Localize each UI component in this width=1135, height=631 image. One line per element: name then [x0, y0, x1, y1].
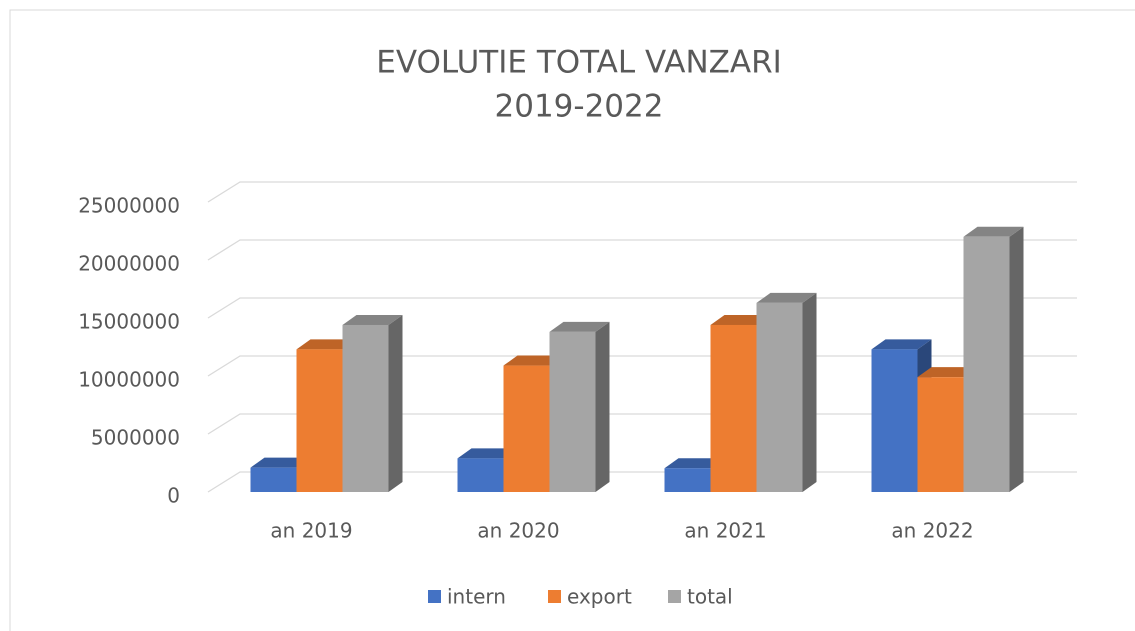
bar-top — [342, 314, 403, 325]
bar — [963, 236, 1010, 492]
chart-frame — [9, 9, 1135, 631]
legend-swatch — [668, 590, 681, 603]
x-tick-label: an 2019 — [270, 519, 352, 543]
bar-top — [871, 339, 932, 350]
bar-top — [756, 292, 817, 303]
y-tick-label: 25000000 — [78, 194, 180, 218]
bar-side — [595, 321, 610, 492]
bar — [457, 458, 504, 492]
bar — [664, 468, 711, 492]
bar — [296, 349, 343, 492]
bar — [503, 365, 550, 492]
legend-label: export — [567, 585, 632, 609]
bar — [871, 349, 918, 492]
bar — [710, 324, 757, 492]
legend-swatch — [548, 590, 561, 603]
bar-top — [963, 226, 1024, 237]
y-tick-label: 15000000 — [78, 310, 180, 334]
chart-title: EVOLUTIE TOTAL VANZARI — [376, 45, 782, 81]
bar-side — [1009, 226, 1024, 493]
grid-line — [207, 181, 1077, 203]
y-tick-label: 20000000 — [78, 252, 180, 276]
bar-top — [457, 448, 518, 459]
x-tick-label: an 2022 — [891, 519, 973, 543]
legend-label: total — [687, 585, 733, 609]
bar-top — [549, 321, 610, 332]
bar-top — [250, 457, 311, 468]
bar — [250, 467, 297, 492]
bar — [756, 302, 803, 492]
bar-top — [917, 367, 978, 378]
legend-swatch — [428, 590, 441, 603]
bar — [549, 331, 596, 492]
y-tick-label: 5000000 — [91, 426, 180, 450]
grid-line — [207, 239, 1077, 261]
y-tick-label: 0 — [167, 484, 180, 508]
x-tick-label: an 2021 — [684, 519, 766, 543]
bar-side — [802, 292, 817, 492]
bar — [342, 324, 389, 492]
bar-side — [388, 314, 403, 492]
bar-top — [503, 355, 564, 366]
bar — [917, 377, 964, 492]
chart-title: 2019-2022 — [495, 89, 664, 125]
y-tick-label: 10000000 — [78, 368, 180, 392]
x-tick-label: an 2020 — [477, 519, 559, 543]
bar-top — [710, 314, 771, 325]
bar-top — [296, 339, 357, 350]
bar-top — [664, 458, 725, 469]
legend-label: intern — [447, 585, 506, 609]
